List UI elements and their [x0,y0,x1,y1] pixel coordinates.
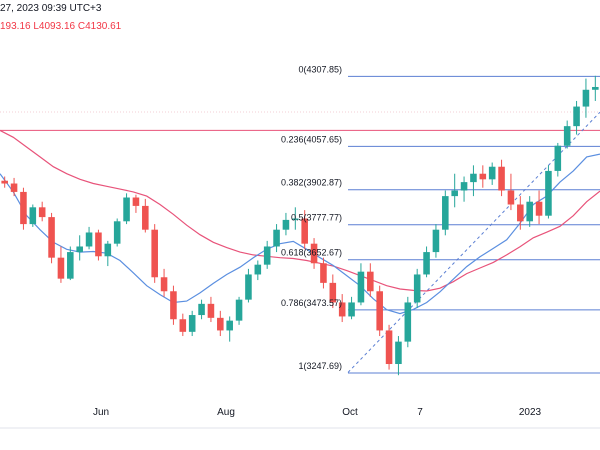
candle-body-33 [310,243,318,264]
candle-body-9 [85,232,93,247]
candle-body-2 [20,191,27,225]
candle-body-38 [357,271,365,303]
fib-label-5: 0.786(3473.57) [281,298,342,308]
candle-body-39 [367,271,374,292]
candle-body-54 [507,190,515,205]
fib-label-3: 0.5(3777.77) [291,213,342,223]
timestamp-label: 27, 2023 09:39 UTC+3 [0,3,102,14]
candle-body-47 [442,196,449,230]
candle-body-7 [67,252,74,279]
moving-average-slow [0,129,600,292]
candle-body-30 [282,219,290,230]
candle-body-25 [235,299,243,321]
candle-body-4 [38,207,46,218]
x-tick-label-1: Aug [217,407,235,418]
candle-body-10 [95,232,102,257]
x-tick-label-2: Oct [342,407,358,418]
candle-body-19 [179,319,187,332]
candle-body-5 [48,217,55,258]
candle-body-44 [413,274,421,303]
candle-body-31 [292,218,299,220]
candle-body-21 [198,303,205,316]
fib-label-2: 0.382(3902.87) [281,178,342,188]
candle-body-0 [1,180,8,184]
ohlc-values: 193.16 L4093.16 C4130.61 [0,21,122,32]
fib-label-4: 0.618(3652.67) [281,248,342,258]
candle-body-48 [451,190,458,197]
candle-body-24 [226,320,233,331]
candle-body-35 [329,282,337,303]
candle-body-41 [385,330,393,365]
candle-body-18 [170,291,177,320]
candle-body-13 [123,197,130,222]
candle-body-37 [348,302,355,317]
ohlc-header: 27, 2023 09:39 UTC+3 193.16 L4093.16 C41… [0,0,300,38]
candle-body-56 [526,201,533,222]
candle-body-52 [488,166,496,180]
candle-body-63 [592,86,599,90]
candle-body-62 [582,89,590,107]
candle-body-6 [57,257,65,279]
candle-body-11 [104,243,112,257]
candle-body-43 [404,302,412,342]
candle-body-42 [395,341,402,365]
candle-body-14 [132,197,140,206]
candle-body-45 [423,252,430,275]
candle-body-61 [573,106,580,127]
candle-body-1 [10,183,18,192]
candle-body-32 [301,218,308,244]
candle-body-50 [470,173,477,183]
fib-label-1: 0.236(4057.65) [281,134,342,144]
candle-body-17 [160,277,168,292]
x-tick-label-4: 2023 [519,407,542,418]
candle-body-29 [273,229,280,247]
fib-label-0: 0(4307.85) [298,64,342,74]
candle-body-55 [517,204,524,222]
candle-body-12 [113,221,121,244]
candle-body-26 [245,274,252,300]
x-tick-label-3: 7 [417,407,423,418]
candle-body-3 [29,207,37,225]
candle-body-49 [460,182,468,191]
candle-body-20 [188,315,196,332]
candle-body-28 [263,246,271,265]
candle-body-36 [338,302,346,317]
candle-body-15 [142,205,149,230]
x-tick-label-0: Jun [93,407,109,418]
candle-body-8 [76,246,83,253]
candle-body-51 [479,173,487,180]
candle-body-59 [554,145,562,171]
candle-body-22 [207,303,215,318]
candle-body-27 [254,264,262,275]
candle-body-16 [151,229,158,278]
candle-body-53 [498,166,505,191]
candle-body-40 [376,291,383,331]
candle-body-23 [217,317,224,331]
candle-body-58 [545,170,552,216]
candle-body-34 [320,263,327,283]
candle-body-60 [563,126,571,146]
candle-body-46 [432,229,440,253]
candle-body-57 [535,201,543,216]
fib-label-6: 1(3247.69) [298,361,342,371]
